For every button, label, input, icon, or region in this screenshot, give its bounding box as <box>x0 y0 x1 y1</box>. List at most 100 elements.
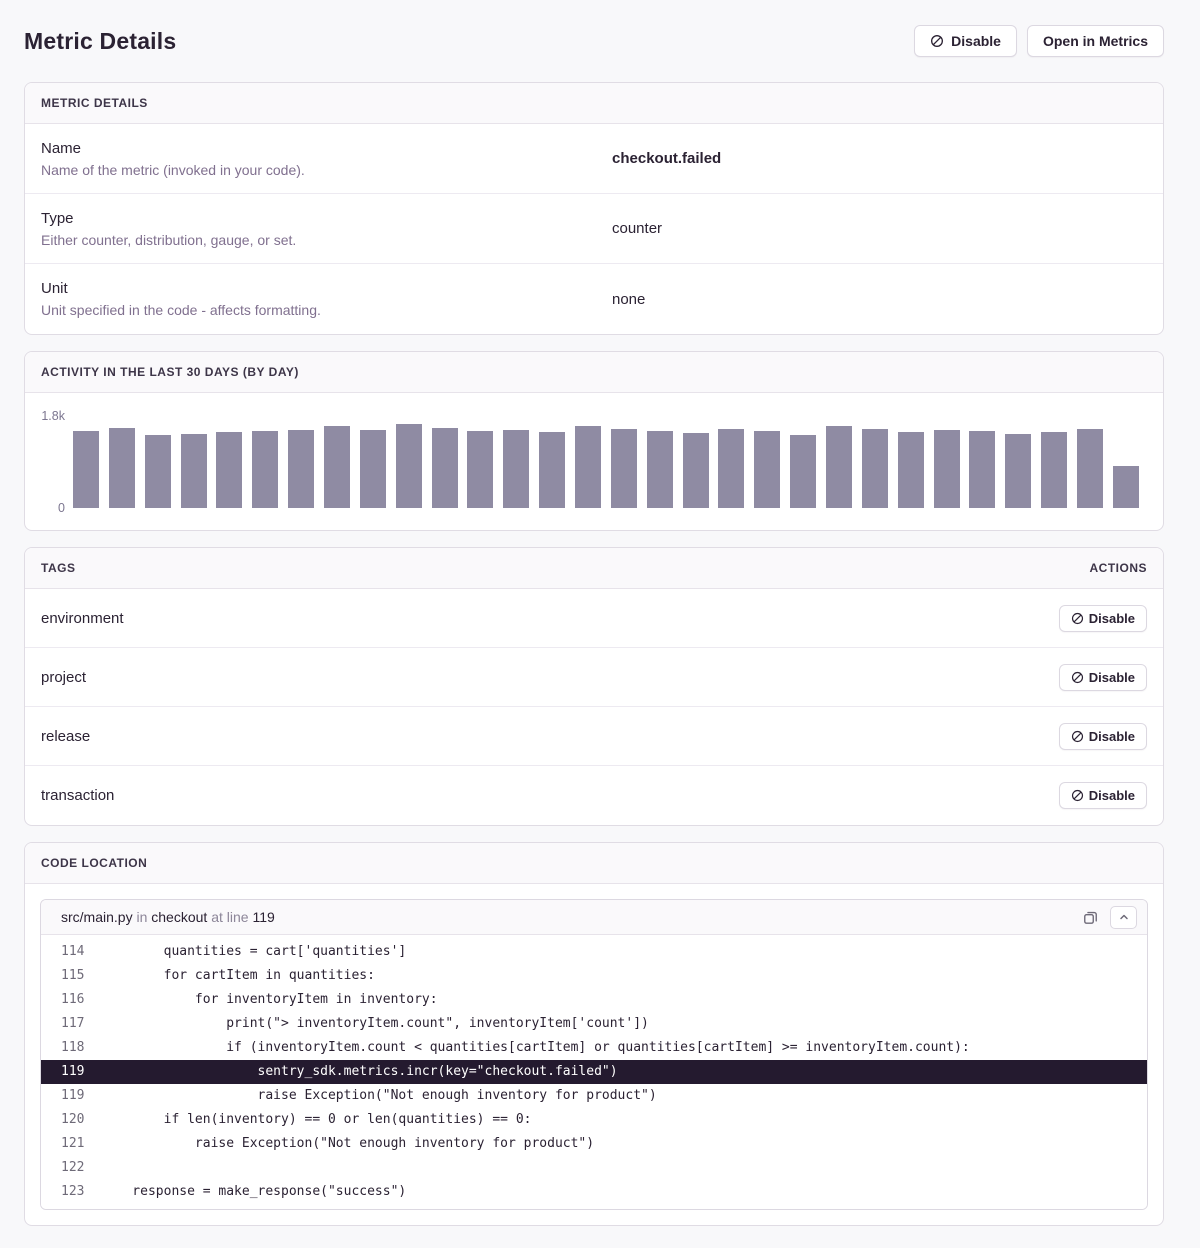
chart-bar <box>108 427 135 508</box>
chart-bar <box>359 429 386 508</box>
tag-row: transaction Disable <box>25 766 1163 825</box>
code-line-text: sentry_sdk.metrics.incr(key="checkout.fa… <box>101 1064 618 1079</box>
code-line: 121 raise Exception("Not enough inventor… <box>41 1132 1147 1156</box>
chart-bar <box>646 430 673 508</box>
code-line-text: quantities = cart['quantities'] <box>101 944 407 959</box>
code-snippet-header: src/main.py in checkout at line 119 <box>41 900 1147 935</box>
chart-bar <box>216 431 243 508</box>
chart-bar <box>288 429 315 508</box>
detail-row-type: Type Either counter, distribution, gauge… <box>25 194 1163 264</box>
chart-bar <box>933 429 960 508</box>
code-line: 123 response = make_response("success") <box>41 1180 1147 1204</box>
activity-panel: ACTIVITY IN THE LAST 30 DAYS (BY DAY) 1.… <box>24 351 1164 531</box>
chart-bar <box>1112 466 1139 508</box>
actions-column-title: ACTIONS <box>1089 561 1147 575</box>
code-file-path: src/main.py in checkout at line 119 <box>61 909 275 925</box>
top-actions: Disable Open in Metrics <box>914 25 1164 57</box>
chart-bar <box>180 433 207 508</box>
code-line: 118 if (inventoryItem.count < quantities… <box>41 1036 1147 1060</box>
tag-row: environment Disable <box>25 589 1163 648</box>
code-line-number: 119 <box>61 1064 85 1079</box>
code-line-number: 123 <box>61 1184 85 1199</box>
tag-label: environment <box>41 609 124 627</box>
code-line-text: for inventoryItem in inventory: <box>101 992 438 1007</box>
code-tools <box>1080 905 1137 929</box>
detail-value: checkout.failed <box>612 150 722 167</box>
tag-rows: environment Disable project Disable release D… <box>25 589 1163 825</box>
tag-label: release <box>41 727 91 745</box>
detail-row-unit: Unit Unit specified in the code - affect… <box>25 264 1163 334</box>
tag-disable-label: Disable <box>1088 610 1135 626</box>
code-line: 120 if len(inventory) == 0 or len(quanti… <box>41 1108 1147 1132</box>
slash-circle-icon <box>1071 612 1084 625</box>
code-line-text: raise Exception("Not enough inventory fo… <box>101 1088 657 1103</box>
chart-bar <box>897 431 924 508</box>
chart-bar <box>539 431 566 508</box>
chart-bar <box>718 428 745 508</box>
detail-label: Type <box>41 209 74 227</box>
tag-row: release Disable <box>25 707 1163 766</box>
chart-bar <box>252 430 279 508</box>
code-location-panel: CODE LOCATION src/main.py in checkout at… <box>24 842 1164 1226</box>
code-line-text: if (inventoryItem.count < quantities[car… <box>101 1040 970 1055</box>
slash-circle-icon <box>1071 730 1084 743</box>
tag-disable-label: Disable <box>1088 788 1135 803</box>
code-location-section-header: CODE LOCATION <box>25 843 1163 884</box>
tag-disable-button[interactable]: Disable <box>1058 782 1147 809</box>
chart-bar <box>861 428 888 508</box>
slash-circle-icon <box>1071 671 1084 684</box>
chart-bar <box>324 426 351 508</box>
code-file-name: src/main.py <box>61 909 133 925</box>
copy-code-button[interactable] <box>1080 907 1101 928</box>
copy-icon <box>1082 909 1099 926</box>
y-axis-min-label: 0 <box>58 501 65 515</box>
activity-bar-chart: 1.8k 0 <box>25 393 1163 530</box>
code-line: 115 for cartItem in quantities: <box>41 964 1147 988</box>
tag-disable-label: Disable <box>1088 728 1135 744</box>
tag-label: project <box>41 668 87 686</box>
tags-column-title: TAGS <box>41 561 76 575</box>
code-line-text: response = make_response("success") <box>101 1184 407 1199</box>
chevron-up-icon <box>1118 911 1130 923</box>
collapse-code-button[interactable] <box>1110 905 1137 929</box>
activity-section-header: ACTIVITY IN THE LAST 30 DAYS (BY DAY) <box>25 352 1163 393</box>
code-function-name: checkout <box>151 909 208 925</box>
tag-disable-button[interactable]: Disable <box>1058 604 1147 632</box>
chart-bar <box>467 430 494 508</box>
chart-bar <box>610 428 637 508</box>
slash-circle-icon <box>1071 789 1084 802</box>
open-in-metrics-button[interactable]: Open in Metrics <box>1026 25 1164 57</box>
chart-bar <box>682 432 709 508</box>
tag-disable-button[interactable]: Disable <box>1058 663 1147 691</box>
disable-button-label: Disable <box>951 33 1001 49</box>
code-line: 117 print("> inventoryItem.count", inven… <box>41 1012 1147 1036</box>
code-line-number: 117 <box>61 1016 85 1031</box>
chart-bar <box>1077 428 1104 508</box>
detail-row-name: Name Name of the metric (invoked in your… <box>25 124 1163 194</box>
code-line-text: if len(inventory) == 0 or len(quantities… <box>101 1112 532 1127</box>
chart-bar <box>826 426 853 508</box>
detail-value: counter <box>612 220 663 237</box>
chart-bar <box>1005 433 1032 508</box>
code-line-number: 122 <box>61 1160 85 1175</box>
top-bar: Metric Details Disable Open in Metrics <box>24 24 1164 58</box>
chart-bar <box>969 430 996 508</box>
code-lines: 114 quantities = cart['quantities'] 115 f… <box>41 935 1147 1209</box>
code-line-number: 116 <box>61 992 85 1007</box>
chart-bar <box>575 426 602 508</box>
tag-disable-label: Disable <box>1088 669 1135 685</box>
code-in-word: in <box>136 909 148 925</box>
code-line-number: 114 <box>61 944 85 959</box>
tags-section-header: TAGS ACTIONS <box>25 548 1163 589</box>
tag-disable-button[interactable]: Disable <box>1058 722 1147 750</box>
chart-bar <box>1041 431 1068 508</box>
disable-metric-button[interactable]: Disable <box>914 25 1017 57</box>
page-title: Metric Details <box>24 27 177 54</box>
tag-row: project Disable <box>25 648 1163 707</box>
detail-label-block: Type Either counter, distribution, gauge… <box>41 210 612 248</box>
chart-bar <box>503 429 530 508</box>
chart-bar <box>395 424 422 508</box>
tags-panel: TAGS ACTIONS environment Disable project Di… <box>24 547 1164 826</box>
detail-label: Name <box>41 139 82 157</box>
slash-circle-icon <box>930 34 944 48</box>
